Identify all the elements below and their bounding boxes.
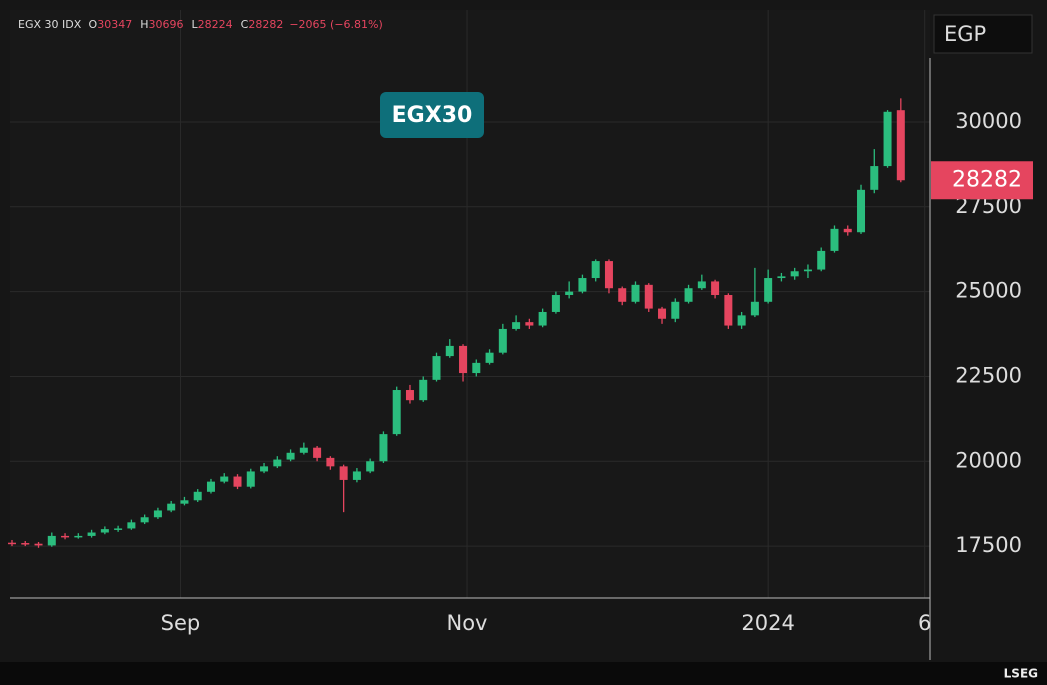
candle-body	[74, 535, 83, 538]
ohlc-header: EGX 30 IDX O30347 H30696 L28224 C28282 −2065 …	[18, 18, 383, 31]
ohlc-label: C	[241, 18, 249, 31]
candle-body	[366, 461, 375, 472]
candle-body	[313, 447, 322, 458]
y-tick-label: 22500	[955, 363, 1022, 387]
ohlc-label: L	[192, 18, 199, 31]
candle-body	[273, 459, 282, 467]
candle-body	[299, 447, 308, 453]
candle-body	[220, 476, 229, 482]
last-price-tag	[931, 161, 1033, 200]
candle-body	[445, 345, 454, 357]
ohlc-label: H	[140, 18, 148, 31]
candle-body	[167, 503, 176, 511]
candle-body	[34, 543, 43, 546]
candle-body	[352, 471, 361, 480]
candle-body	[671, 301, 680, 319]
currency: EGP	[944, 22, 986, 46]
candle-body	[286, 452, 295, 460]
candle-body	[618, 288, 627, 302]
candle-body	[604, 261, 613, 289]
candle-body	[644, 284, 653, 309]
chart-title: EGX30	[392, 103, 473, 128]
candle-body	[405, 390, 414, 401]
candle-body	[857, 189, 866, 233]
candle-body	[591, 261, 600, 279]
candle-body	[61, 535, 70, 538]
candle-body	[896, 110, 905, 181]
candle-body	[419, 379, 428, 401]
x-tick-label: 2024	[741, 611, 794, 635]
x-tick-label: 6	[918, 611, 931, 635]
candle-body	[379, 434, 388, 462]
candle-body	[750, 301, 759, 316]
candle-body	[551, 295, 560, 312]
candle-body	[525, 322, 534, 326]
title-badge	[380, 92, 484, 138]
candle-body	[114, 528, 123, 530]
candle-body	[127, 522, 136, 529]
candle-body	[153, 510, 162, 518]
candle-body	[7, 542, 16, 545]
x-tick-label: Nov	[447, 611, 488, 635]
candle-body	[764, 278, 773, 302]
candle-body	[432, 356, 441, 380]
currency-box[interactable]	[933, 14, 1033, 54]
candle-body	[21, 543, 30, 545]
brand: LSEG	[1004, 667, 1038, 681]
candle-body	[180, 500, 189, 504]
candle-body	[817, 250, 826, 270]
candle-body	[697, 281, 706, 289]
candle-body	[459, 345, 468, 374]
candle-body	[392, 390, 401, 435]
candle-body	[339, 466, 348, 480]
y-tick-label: 25000	[955, 279, 1022, 303]
ohlc-value: 30696	[149, 18, 184, 31]
candle-body	[206, 481, 215, 492]
last-price: 28282	[952, 167, 1022, 192]
candle-body	[631, 284, 640, 302]
candle-body	[883, 111, 892, 167]
candle-body	[565, 291, 574, 296]
candle-body	[578, 278, 587, 292]
candle-body	[246, 471, 255, 487]
candle-body	[512, 322, 521, 329]
candle-body	[830, 228, 839, 251]
candle-body	[326, 457, 335, 467]
candle-body	[498, 328, 507, 353]
candle-body	[843, 228, 852, 233]
candle-body	[47, 535, 56, 546]
candle-body	[711, 281, 720, 296]
x-tick-label: Sep	[161, 611, 201, 635]
footer	[0, 662, 1047, 685]
candle-body	[233, 476, 242, 487]
candle-body	[777, 276, 786, 279]
change: −2065 (−6.81%)	[289, 18, 382, 31]
ohlc-value: 28282	[248, 18, 283, 31]
candle-body	[485, 352, 494, 363]
candle-body	[472, 362, 481, 374]
symbol: EGX 30 IDX	[18, 18, 82, 31]
candle-body	[140, 517, 149, 523]
y-tick-label: 17500	[955, 533, 1022, 557]
ohlc-label: O	[89, 18, 98, 31]
candle-body	[870, 166, 879, 190]
candle-body	[803, 269, 812, 272]
candle-body	[684, 288, 693, 302]
candle-body	[658, 308, 667, 319]
candle-body	[790, 271, 799, 277]
candle-body	[737, 315, 746, 326]
candle-body	[724, 295, 733, 326]
candle-body	[260, 466, 269, 472]
y-tick-label: 20000	[955, 448, 1022, 472]
ohlc-value: 28224	[198, 18, 233, 31]
candle-body	[87, 532, 96, 536]
y-tick-label: 30000	[955, 109, 1022, 133]
candle-body	[193, 491, 202, 501]
candle-body	[100, 529, 109, 533]
ohlc-value: 30347	[97, 18, 132, 31]
candle-body	[538, 311, 547, 326]
